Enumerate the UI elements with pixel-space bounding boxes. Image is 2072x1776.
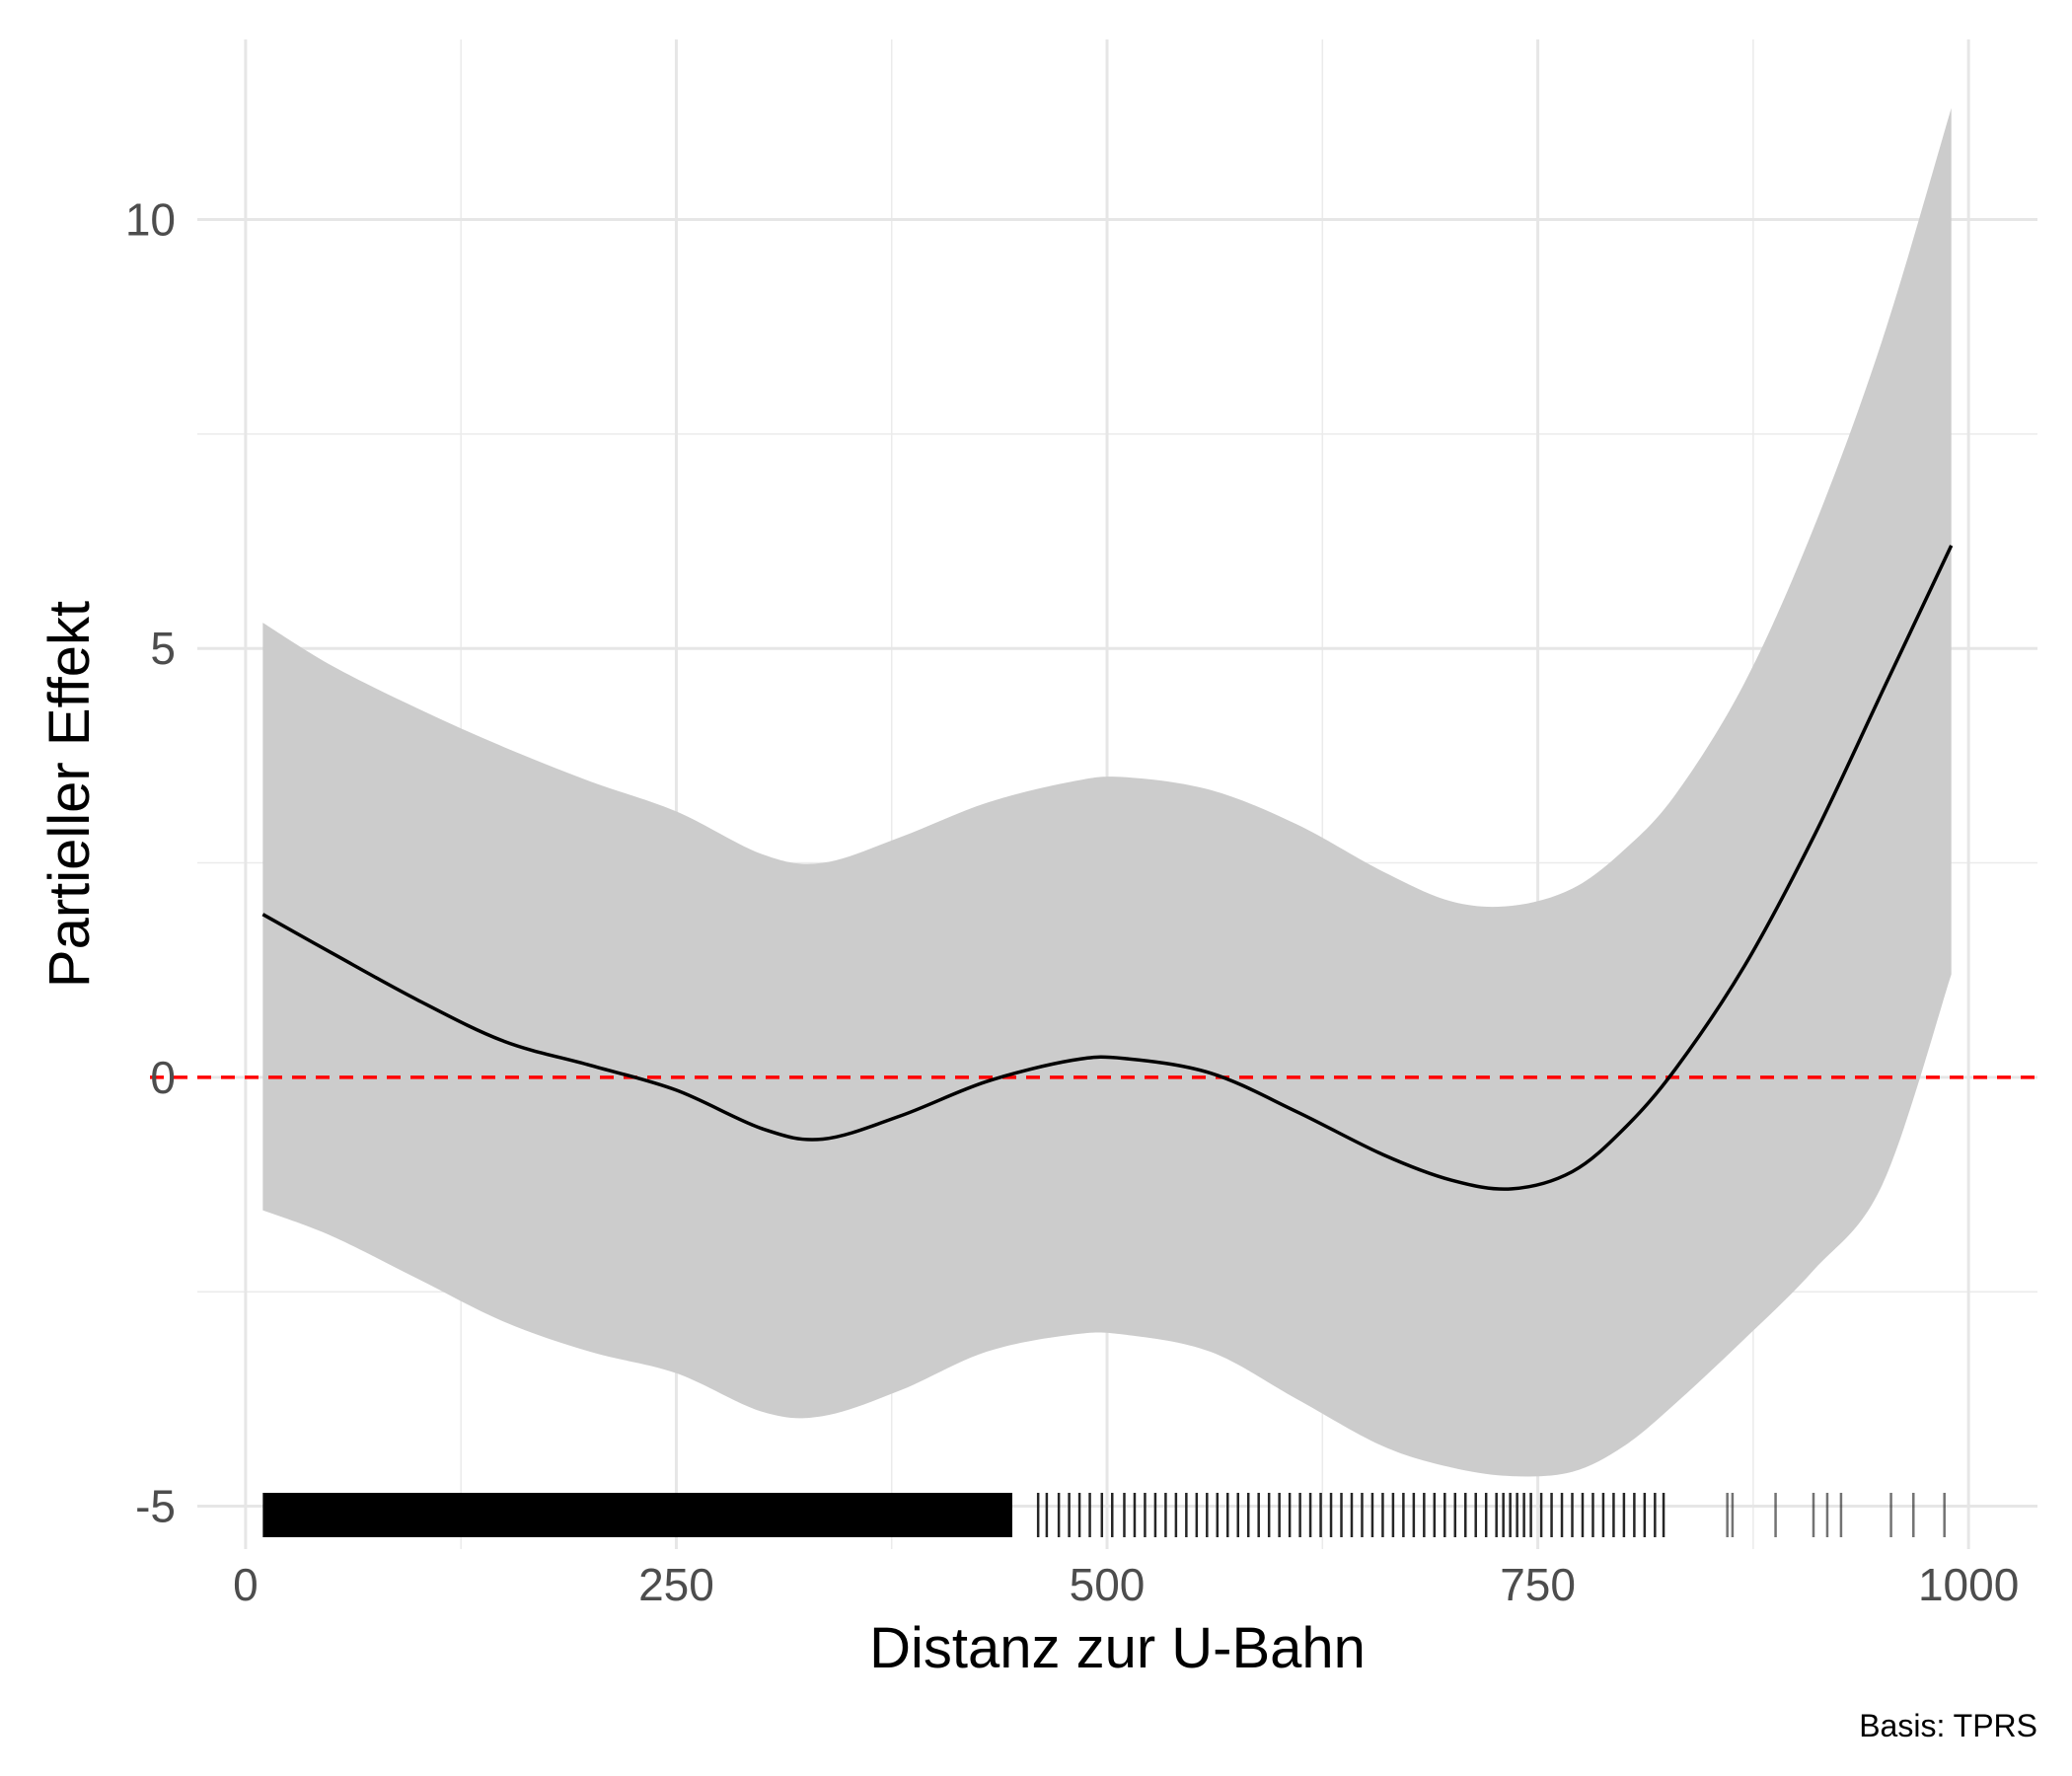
x-axis-title: Distanz zur U-Bahn	[869, 1616, 1366, 1680]
x-tick-label: 1000	[1918, 1559, 2019, 1610]
y-axis-title: Partieller Effekt	[37, 601, 102, 988]
y-tick-labels: -5 0 5 10	[125, 194, 176, 1532]
x-tick-label: 250	[638, 1559, 714, 1610]
confidence-band-layer	[262, 108, 1952, 1477]
rug-layer	[262, 1493, 1946, 1537]
estimate-line	[261, 545, 1954, 1191]
y-tick-label: 5	[150, 623, 176, 674]
caption: Basis: TPRS	[1859, 1708, 2037, 1743]
y-tick-label: 0	[150, 1052, 176, 1103]
x-tick-labels: 0 250 500 750 1000	[233, 1559, 2019, 1610]
y-tick-label: 10	[125, 194, 176, 246]
x-tick-label: 500	[1070, 1559, 1146, 1610]
rug-dense-block	[262, 1493, 1012, 1537]
x-tick-label: 0	[233, 1559, 259, 1610]
x-tick-label: 750	[1500, 1559, 1576, 1610]
y-tick-label: -5	[135, 1481, 176, 1532]
estimate-line-layer	[261, 545, 1954, 1191]
confidence-band	[262, 108, 1952, 1477]
